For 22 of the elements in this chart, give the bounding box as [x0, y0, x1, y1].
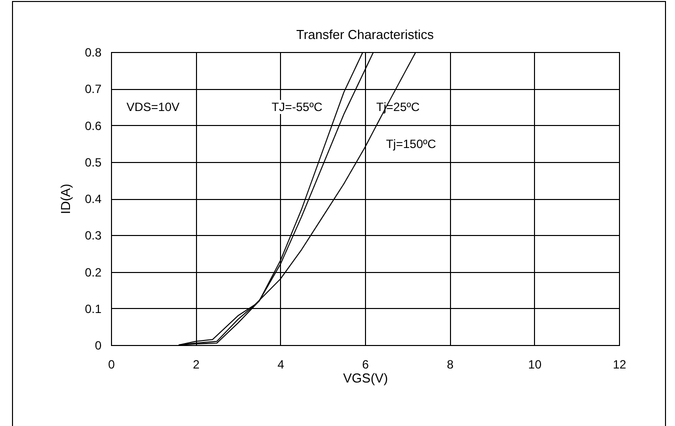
- y-tick-label: 0: [94, 338, 102, 352]
- chart-title: Transfer Characteristics: [296, 27, 434, 42]
- y-tick-label: 0.1: [84, 302, 102, 316]
- y-tick-label: 0.5: [84, 155, 102, 170]
- annotation: Tj=150ºC: [386, 137, 436, 151]
- x-tick-label: 6: [362, 358, 370, 372]
- x-tick-label: 4: [277, 358, 284, 372]
- y-axis-title: ID(A): [58, 184, 73, 214]
- y-tick-label: 0.7: [84, 82, 102, 96]
- x-tick-label: 12: [612, 358, 626, 372]
- annotation: TJ=-55ºC: [272, 100, 323, 114]
- x-tick-label: 0: [108, 358, 116, 372]
- y-tick-label: 0.3: [84, 228, 102, 243]
- x-axis-title: VGS(V): [343, 370, 388, 386]
- x-tick-label: 10: [528, 358, 542, 372]
- annotation: VDS=10V: [126, 100, 180, 114]
- x-tick-label: 2: [192, 358, 200, 372]
- y-tick-label: 0.6: [84, 118, 102, 133]
- y-tick-label: 0.8: [84, 46, 102, 60]
- y-tick-label: 0.4: [84, 192, 102, 206]
- x-tick-label: 8: [446, 358, 454, 372]
- y-tick-label: 0.2: [84, 265, 102, 280]
